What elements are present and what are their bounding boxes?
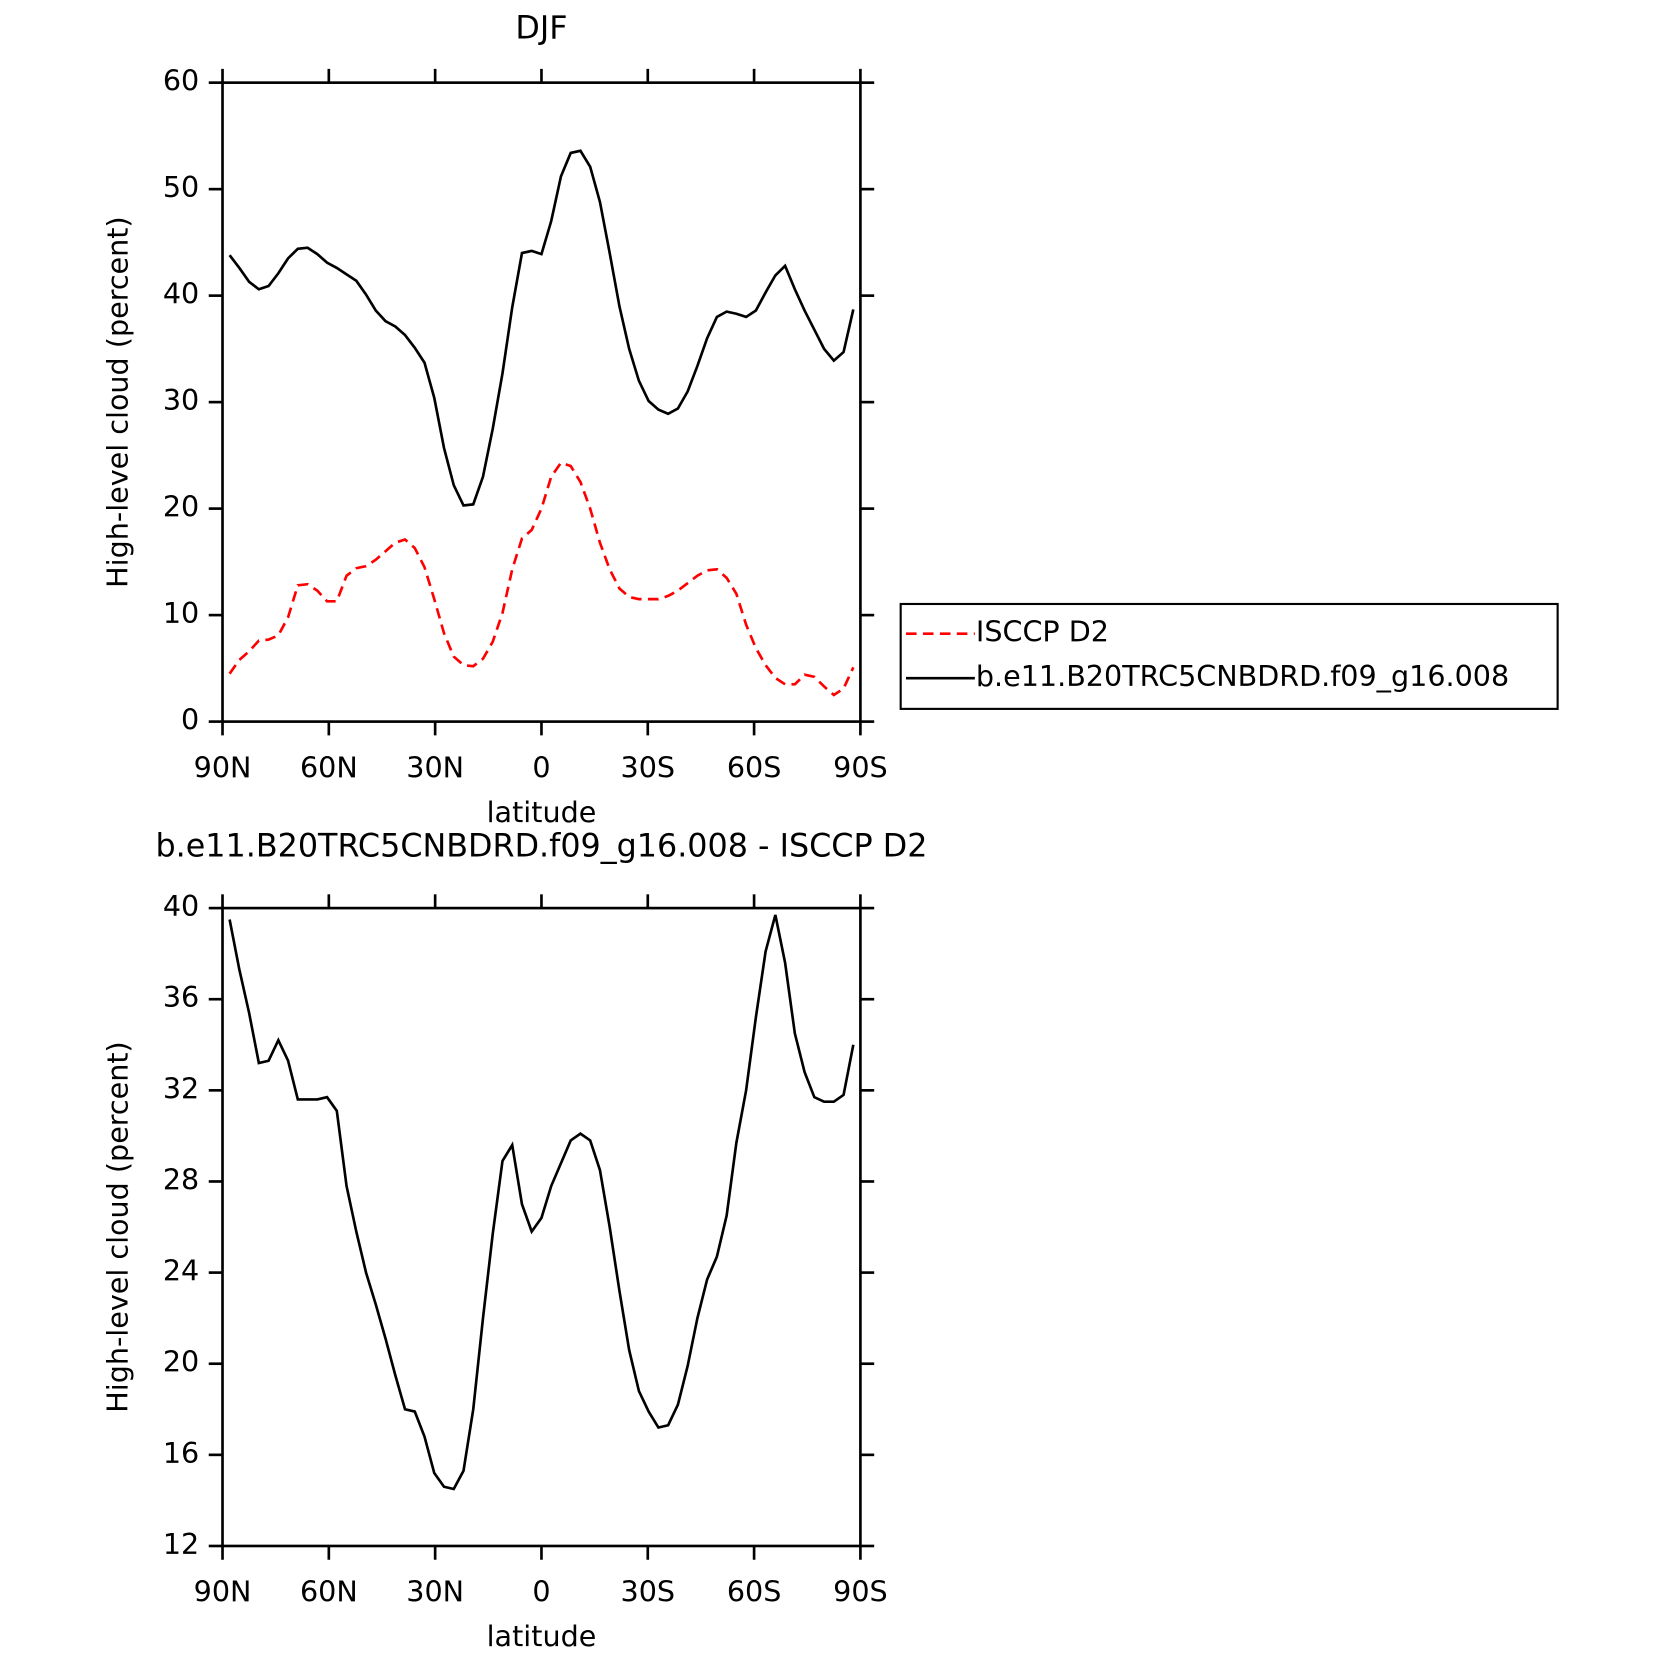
y-tick-label: 30 — [163, 383, 199, 417]
x-tick-label: 0 — [532, 750, 550, 784]
x-tick-label: 60N — [300, 1575, 358, 1609]
legend-box — [899, 602, 1559, 710]
y-tick-label: 10 — [163, 596, 199, 630]
y-tick-label: 60 — [163, 64, 199, 98]
x-tick-label: 30N — [406, 750, 464, 784]
plot-frame — [221, 81, 862, 723]
y-tick-label: 24 — [163, 1254, 199, 1288]
y-tick-label: 40 — [163, 277, 199, 311]
x-tick-label: 90N — [194, 750, 252, 784]
y-tick-label: 32 — [163, 1071, 199, 1105]
plot-frame — [221, 906, 862, 1548]
chart-title: DJF — [515, 11, 567, 47]
data-line — [228, 461, 855, 697]
x-tick-label: 90N — [194, 1575, 252, 1609]
chart-title: b.e11.B20TRC5CNBDRD.f09_g16.008 - ISCCP … — [156, 829, 928, 865]
x-tick-label: 60S — [727, 750, 782, 784]
y-tick-label: 28 — [163, 1162, 199, 1196]
y-tick-label: 36 — [163, 980, 199, 1014]
y-tick-label: 40 — [163, 889, 199, 923]
legend-label: b.e11.B20TRC5CNBDRD.f09_g16.008 — [976, 659, 1509, 693]
data-line — [228, 149, 855, 507]
y-tick-label: 0 — [181, 703, 199, 737]
x-tick-label: 60S — [727, 1575, 782, 1609]
x-tick-label: 30S — [621, 750, 676, 784]
x-axis-label: latitude — [487, 1619, 597, 1653]
y-axis-label: High-level cloud (percent) — [101, 216, 135, 587]
x-tick-label: 0 — [532, 1575, 550, 1609]
y-tick-label: 50 — [163, 170, 199, 204]
x-tick-label: 90S — [833, 750, 888, 784]
x-tick-label: 60N — [300, 750, 358, 784]
x-tick-label: 90S — [833, 1575, 888, 1609]
y-axis-label: High-level cloud (percent) — [101, 1041, 135, 1412]
x-tick-label: 30N — [406, 1575, 464, 1609]
y-tick-label: 20 — [163, 490, 199, 524]
legend-label: ISCCP D2 — [976, 615, 1109, 649]
y-tick-label: 16 — [163, 1436, 199, 1470]
x-axis-label: latitude — [487, 795, 597, 829]
y-tick-label: 20 — [163, 1345, 199, 1379]
x-tick-label: 30S — [621, 1575, 676, 1609]
data-line — [228, 914, 855, 1491]
y-tick-label: 12 — [163, 1527, 199, 1561]
